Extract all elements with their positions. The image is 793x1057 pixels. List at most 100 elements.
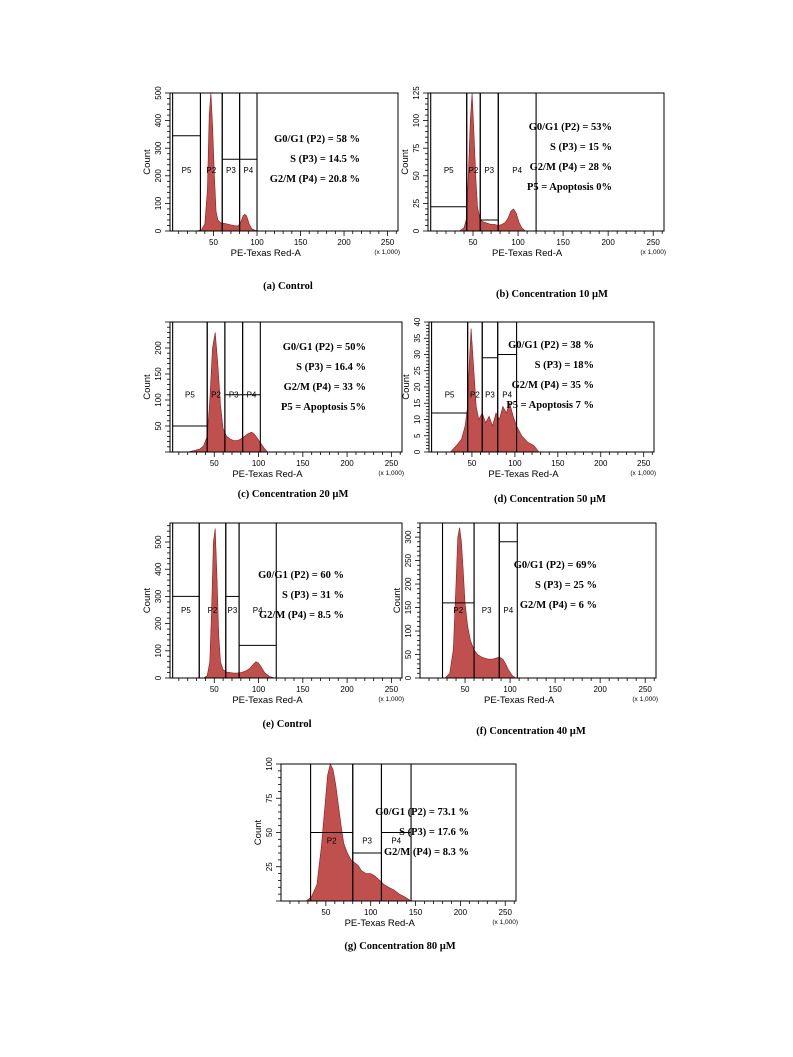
y-tick-label: 400 <box>154 113 163 127</box>
statistic-line: G0/G1 (P2) = 53% <box>529 122 612 133</box>
gate-label: P3 <box>485 390 495 399</box>
statistics-block: G0/G1 (P2) = 58 % S (P3) = 14.5 % G2/M (P4… <box>270 134 360 185</box>
y-tick-label: 0 <box>413 449 422 454</box>
x-axis-label: PE-Texas Red-A <box>484 695 555 706</box>
x-axis: 50 100 150 200 250 PE-Texas Red-A (x 1,000) <box>289 901 518 929</box>
gate-label: P4 <box>512 166 522 175</box>
x-tick-label: 200 <box>594 459 608 468</box>
x-tick-label: 50 <box>469 238 478 247</box>
panel-caption: (g) Concentration 80 µM <box>344 941 455 952</box>
x-tick-label: 150 <box>409 908 423 917</box>
gate-label: P5 <box>185 390 195 399</box>
gate-p4: P4 <box>242 322 261 452</box>
x-tick-label: 250 <box>385 459 399 468</box>
gate-label: P5 <box>182 166 192 175</box>
x-axis-multiplier: (x 1,000) <box>378 470 404 477</box>
y-axis: 50 100 150 200 Count <box>142 321 170 453</box>
y-tick-label: 20 <box>413 382 422 391</box>
y-tick-label: 10 <box>413 415 422 424</box>
gate-label: P3 <box>229 390 239 399</box>
x-axis-label: PE-Texas Red-A <box>232 469 303 480</box>
statistic-line: G0/G1 (P2) = 58 % <box>274 134 360 145</box>
gate-p4: P4 <box>239 93 258 231</box>
y-tick-label: 150 <box>404 600 413 614</box>
y-axis: 25 50 75 100 Count <box>253 757 281 902</box>
statistics-block: G0/G1 (P2) = 50% S (P3) = 16.4 % G2/M (P4)… <box>281 342 366 413</box>
y-tick-label: 200 <box>154 169 163 183</box>
statistic-line: P5 = Apoptosis 7 % <box>506 400 594 411</box>
gate-label: P4 <box>391 836 401 845</box>
y-tick-label: 300 <box>404 530 413 544</box>
statistic-line: S (P3) = 31 % <box>282 590 344 601</box>
x-tick-label: 50 <box>461 685 470 694</box>
y-tick-label: 0 <box>404 675 413 680</box>
y-tick-label: 0 <box>154 675 163 680</box>
statistics-block: G0/G1 (P2) = 69% S (P3) = 25 % G2/M (P4) =… <box>514 560 597 611</box>
panel-caption: (d) Concentration 50 µM <box>494 494 606 505</box>
gate-p5: P5 <box>431 322 469 452</box>
x-tick-label: 50 <box>321 908 330 917</box>
x-axis-label: PE-Texas Red-A <box>232 695 303 706</box>
x-tick-label: 100 <box>503 685 517 694</box>
histogram-panel-1: P5 P2 P3 P4 50 100 150 200 250 PE-Texas Red-A (x 1… <box>142 86 400 292</box>
histogram-panel-7: P2 P3 P4 50 100 150 200 250 PE-Texas Red-A (x 1,0… <box>253 757 518 952</box>
y-tick-label: 200 <box>154 616 163 630</box>
gate-p3: P3 <box>479 93 499 231</box>
gate-label: P4 <box>243 166 253 175</box>
y-axis-label: Count <box>253 819 264 845</box>
x-tick-label: 250 <box>385 685 399 694</box>
x-tick-label: 150 <box>296 459 310 468</box>
x-tick-label: 200 <box>601 238 615 247</box>
statistic-line: S (P3) = 15 % <box>550 142 612 153</box>
y-tick-label: 15 <box>413 398 422 407</box>
y-axis-label: Count <box>401 374 412 400</box>
gate-label: P2 <box>453 606 463 615</box>
gate-p5: P5 <box>172 322 208 452</box>
y-tick-label: 200 <box>404 577 413 591</box>
statistic-line: G2/M (P4) = 28 % <box>530 162 612 173</box>
statistic-line: G2/M (P4) = 8.5 % <box>259 610 344 621</box>
statistic-line: G2/M (P4) = 20.8 % <box>270 174 360 185</box>
gate-p3: P3 <box>225 523 240 678</box>
histogram-area <box>458 92 527 232</box>
statistic-line: S (P3) = 17.6 % <box>399 827 469 838</box>
gate-label: P5 <box>444 166 454 175</box>
gate-p4: P4 <box>497 322 518 452</box>
gate-label: P5 <box>445 390 455 399</box>
gate-label: P3 <box>228 606 238 615</box>
x-axis-label: PE-Texas Red-A <box>345 918 416 929</box>
gate-label: P4 <box>247 390 257 399</box>
y-tick-label: 50 <box>154 421 163 430</box>
x-tick-label: 50 <box>467 459 476 468</box>
x-axis-multiplier: (x 1,000) <box>378 696 404 703</box>
x-axis: 50 100 150 200 250 PE-Texas Red-A (x 1,000) <box>428 678 658 706</box>
statistic-line: P5 = Apoptosis 0% <box>527 182 612 193</box>
x-axis: 50 100 150 200 250 PE-Texas Red-A (x 1,000) <box>178 678 404 706</box>
y-tick-label: 25 <box>265 862 274 871</box>
y-tick-label: 100 <box>265 757 274 771</box>
y-tick-label: 100 <box>154 196 163 210</box>
statistic-line: G2/M (P4) = 6 % <box>520 600 597 611</box>
x-tick-label: 100 <box>252 459 266 468</box>
panel-caption: (c) Concentration 20 µM <box>238 489 349 500</box>
y-tick-label: 25 <box>413 366 422 375</box>
x-axis-multiplier: (x 1,000) <box>374 249 400 256</box>
x-axis-multiplier: (x 1,000) <box>630 470 656 477</box>
y-tick-label: 100 <box>154 644 163 658</box>
plot-frame <box>419 522 657 679</box>
y-tick-label: 500 <box>154 535 163 549</box>
y-tick-label: 30 <box>413 350 422 359</box>
x-tick-label: 250 <box>499 908 513 917</box>
statistic-line: G2/M (P4) = 33 % <box>284 382 366 393</box>
x-tick-label: 100 <box>511 238 525 247</box>
panel-caption: (b) Concentration 10 µM <box>496 289 608 300</box>
y-tick-label: 50 <box>412 171 421 180</box>
gate-label: P2 <box>206 166 216 175</box>
x-tick-label: 150 <box>551 459 565 468</box>
y-tick-label: 5 <box>413 433 422 438</box>
x-tick-label: 150 <box>296 685 310 694</box>
y-tick-label: 250 <box>404 553 413 567</box>
y-axis-label: Count <box>400 149 411 175</box>
panel-caption: (e) Control <box>262 719 311 730</box>
